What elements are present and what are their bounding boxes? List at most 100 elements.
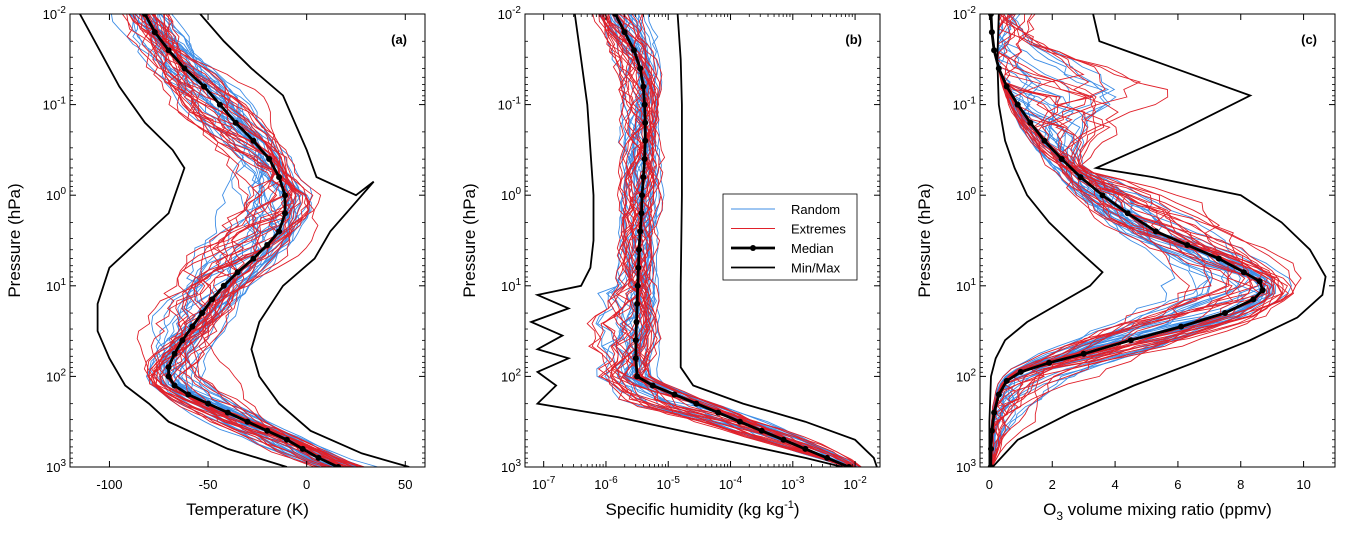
median-point (335, 464, 342, 467)
median-point (250, 137, 257, 144)
x-tick-label: 50 (398, 477, 412, 492)
axes-box (979, 13, 1336, 468)
x-axis-label: Temperature (K) (186, 500, 309, 519)
median-point (802, 445, 809, 452)
median-point (264, 427, 271, 434)
median-point (1027, 119, 1034, 126)
plot-area (79, 14, 410, 467)
y-tick-label: 102 (956, 367, 976, 384)
ensemble-profile (626, 14, 856, 467)
ensemble-profile (604, 14, 848, 467)
x-tick-label: 8 (1237, 477, 1244, 492)
min-line (988, 14, 1104, 467)
median-point (991, 409, 998, 416)
median-point (171, 350, 178, 357)
median-point (216, 101, 223, 108)
ensemble-profile (132, 14, 334, 467)
ensemble-profile (147, 14, 345, 467)
median-point (641, 156, 648, 162)
ensemble-profile (600, 14, 848, 467)
median-point (638, 210, 645, 217)
median-point (1124, 210, 1131, 217)
median-point (637, 65, 644, 72)
median-point (995, 391, 1002, 398)
median-point (165, 373, 172, 380)
x-tick-label: 10-2 (843, 475, 867, 492)
legend-label: Extremes (791, 222, 846, 237)
ensemble-profile (990, 14, 1254, 467)
y-tick-label: 100 (46, 186, 66, 203)
median-point (636, 246, 642, 253)
median-point (758, 427, 765, 434)
x-tick-label: 10-5 (657, 475, 681, 492)
ensemble-profile (618, 14, 857, 467)
median-point (649, 382, 656, 389)
ensemble-profile (148, 14, 320, 467)
ensemble-profile (152, 14, 360, 467)
x-tick-label: 6 (1174, 477, 1181, 492)
ensemble-profile (163, 14, 328, 467)
median-point (276, 228, 283, 235)
min-line (79, 14, 288, 467)
max-line (676, 14, 878, 467)
median-point (988, 29, 995, 36)
median-point (635, 264, 642, 271)
median-point (1259, 287, 1266, 294)
median-point (283, 436, 290, 443)
median-point (1014, 101, 1021, 108)
legend-label: Min/Max (791, 261, 841, 276)
y-tick-label: 10-1 (953, 96, 977, 113)
median-point (250, 255, 257, 262)
y-tick-label: 102 (501, 367, 521, 384)
x-tick-label: 10-6 (594, 475, 618, 492)
x-tick-label: 0 (986, 477, 993, 492)
x-tick-label: -50 (199, 477, 218, 492)
median-point (1127, 337, 1134, 344)
median-point (640, 174, 647, 181)
median-point (1256, 278, 1263, 285)
y-axis-label: Pressure (hPa) (915, 183, 934, 297)
ensemble-profile (132, 14, 354, 467)
median-point (1222, 310, 1228, 316)
panel-b: 10-2 10-1 100 101 102 103 10-7 10-6 10-5 10-4 10-3… (460, 5, 881, 519)
ensemble-profile (136, 14, 345, 467)
median-point (276, 174, 283, 181)
median-point (1003, 377, 1010, 384)
legend-box (722, 193, 858, 281)
ensemble-profile (126, 14, 351, 467)
ensemble-profile (602, 14, 848, 467)
ensemble-profile (989, 14, 1190, 467)
median-point (693, 400, 700, 407)
x-tick-label: 10 (1296, 477, 1310, 492)
panel-c: 10-2 10-1 100 101 102 103 0 2 4 6 8 10 (c) Pressure (… (915, 5, 1336, 523)
ensemble-profile (606, 14, 858, 467)
median-point (633, 319, 640, 325)
ensemble-profile (989, 14, 1212, 467)
median-point (141, 14, 148, 17)
median-point (824, 454, 831, 461)
median-point (1058, 156, 1065, 162)
ensemble-profile (160, 14, 333, 467)
ensemble-profile (631, 14, 861, 467)
ensemble-profile (171, 14, 379, 467)
max-line (199, 14, 410, 467)
median-point (988, 445, 994, 452)
y-tick-label: 100 (956, 186, 976, 203)
y-tick-label: 10-1 (43, 96, 67, 113)
panel-label: (c) (1301, 32, 1317, 47)
legend: Random Extremes Median Min/Max (722, 193, 858, 281)
median-point (634, 373, 641, 380)
median-point (642, 119, 649, 126)
max-line (991, 14, 1327, 467)
ensemble-profile (143, 14, 354, 467)
ensemble-profile (617, 14, 849, 467)
x-tick-label: 2 (1049, 477, 1056, 492)
axes-box (69, 13, 426, 468)
median-point (988, 427, 995, 434)
y-tick-label: 10-2 (953, 5, 977, 22)
ensemble-profile (154, 14, 351, 467)
median-point (1240, 269, 1247, 276)
median-point (736, 418, 743, 425)
median-point (1017, 368, 1024, 375)
median-point (205, 400, 212, 407)
